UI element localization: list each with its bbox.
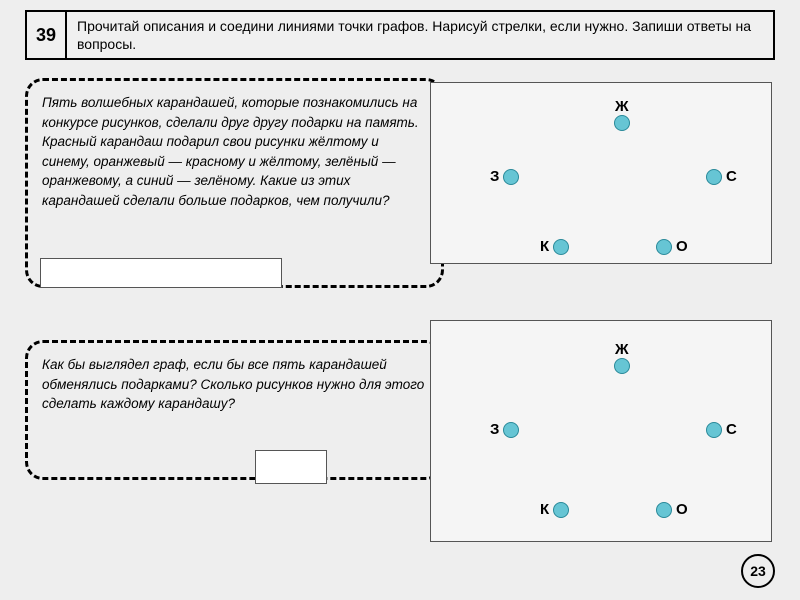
node-dot-icon	[656, 502, 672, 518]
graph-node-s: С	[706, 168, 741, 185]
answer2-box[interactable]	[255, 450, 327, 484]
node-dot-icon	[706, 422, 722, 438]
graph-node-k: К	[536, 238, 569, 255]
graph-node-o: О	[656, 501, 692, 518]
node-label-z: З	[490, 421, 499, 438]
problem2-text: Как бы выглядел граф, если бы все пять к…	[42, 357, 424, 411]
graph-node-z: З	[486, 168, 519, 185]
graph-node-k: К	[536, 501, 569, 518]
node-dot-icon	[614, 115, 630, 131]
graph2-box: Ж З С К О	[430, 320, 772, 542]
node-dot-icon	[553, 502, 569, 518]
node-dot-icon	[503, 422, 519, 438]
node-label-k: К	[540, 501, 549, 518]
graph-node-o: О	[656, 238, 692, 255]
page-root: 39 Прочитай описания и соедини линиями т…	[0, 0, 800, 600]
page-number: 23	[741, 554, 775, 588]
problem1-box: Пять волшебных карандашей, которые позна…	[25, 78, 444, 288]
problem1-text: Пять волшебных карандашей, которые позна…	[42, 95, 419, 208]
task-header: 39 Прочитай описания и соедини линиями т…	[25, 10, 775, 60]
node-label-zh: Ж	[615, 98, 629, 115]
node-label-k: К	[540, 238, 549, 255]
graph-node-zh: Ж	[611, 98, 633, 131]
problem2-box: Как бы выглядел граф, если бы все пять к…	[25, 340, 444, 480]
node-label-z: З	[490, 168, 499, 185]
node-dot-icon	[553, 239, 569, 255]
node-label-o: О	[676, 238, 688, 255]
graph-node-s: С	[706, 421, 741, 438]
graph-node-zh: Ж	[611, 341, 633, 374]
node-label-s: С	[726, 421, 737, 438]
graph-node-z: З	[486, 421, 519, 438]
task-number: 39	[25, 10, 67, 60]
node-dot-icon	[706, 169, 722, 185]
graph1-box: Ж З С К О	[430, 82, 772, 264]
node-label-zh: Ж	[615, 341, 629, 358]
node-label-o: О	[676, 501, 688, 518]
node-dot-icon	[503, 169, 519, 185]
node-dot-icon	[656, 239, 672, 255]
node-dot-icon	[614, 358, 630, 374]
answer1-box[interactable]	[40, 258, 282, 288]
node-label-s: С	[726, 168, 737, 185]
task-instruction: Прочитай описания и соедини линиями точк…	[67, 10, 775, 60]
